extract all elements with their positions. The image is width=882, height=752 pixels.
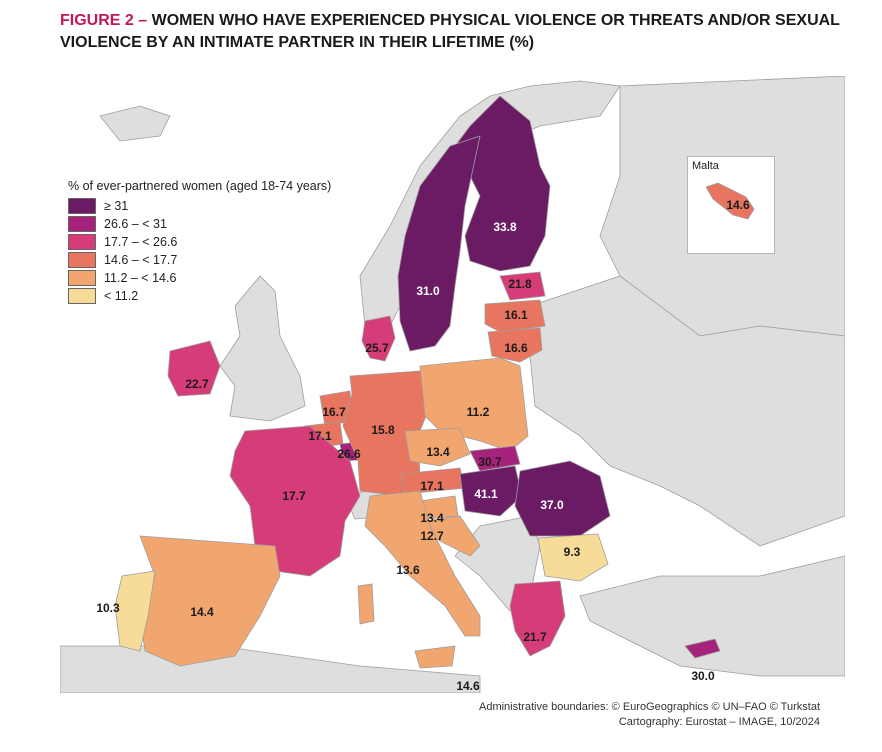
legend-label: 17.7 – < 26.6: [104, 235, 178, 249]
country-greece: [509, 580, 566, 657]
label-italy: 13.6: [396, 563, 420, 577]
label-latvia: 16.1: [504, 308, 528, 322]
country-france: [229, 425, 361, 577]
country-romania: [514, 460, 611, 537]
legend-swatch: [68, 288, 96, 304]
legend-swatch: [68, 216, 96, 232]
label-luxembourg: 26.6: [337, 447, 361, 461]
map-legend: % of ever-partnered women (aged 18-74 ye…: [68, 179, 368, 305]
legend-swatch: [68, 270, 96, 286]
map-canvas: 33.8 31.0 21.8 16.1 16.6 25.7 22.7 16.7 …: [60, 76, 845, 693]
legend-swatch: [68, 234, 96, 250]
legend-title: % of ever-partnered women (aged 18-74 ye…: [68, 179, 332, 193]
country-estonia: [499, 271, 546, 301]
legend-item: < 11.2: [68, 287, 368, 305]
country-lithuania: [487, 327, 543, 363]
legend-label: ≥ 31: [104, 199, 129, 213]
label-lithuania: 16.6: [504, 341, 528, 355]
label-sweden: 31.0: [416, 284, 440, 298]
label-slovakia: 30.7: [478, 455, 502, 469]
label-portugal: 10.3: [96, 601, 120, 615]
country-portugal: [114, 570, 156, 652]
credits: Administrative boundaries: © EuroGeograp…: [479, 700, 820, 730]
credits-boundaries: Administrative boundaries: © EuroGeograp…: [478, 701, 820, 713]
label-malta-south: 14.6: [456, 679, 480, 693]
country-czechia: [404, 427, 471, 467]
country-spain: [139, 535, 281, 667]
legend-item: 11.2 – < 14.6: [68, 269, 368, 287]
legend-swatch: [68, 198, 96, 214]
malta-inset-map: 14.6: [705, 182, 755, 220]
country-italy: [364, 490, 481, 637]
figure-title-text: WOMEN WHO HAVE EXPERIENCED PHYSICAL VIOL…: [60, 12, 840, 51]
label-austria: 17.1: [420, 479, 444, 493]
figure-title: FIGURE 2 – WOMEN WHO HAVE EXPERIENCED PH…: [60, 10, 840, 54]
country-ireland: [167, 340, 221, 397]
non-eu-belarus-ukraine: [529, 275, 845, 547]
country-sicily: [414, 645, 456, 669]
legend-item: 26.6 – < 31: [68, 215, 368, 233]
legend-item: 14.6 – < 17.7: [68, 251, 368, 269]
label-hungary: 41.1: [474, 487, 498, 501]
legend-label: 14.6 – < 17.7: [104, 253, 178, 267]
label-cyprus: 30.0: [691, 669, 715, 683]
legend-label: 11.2 – < 14.6: [104, 271, 177, 285]
non-eu-uk: [219, 275, 306, 422]
country-denmark: [361, 315, 396, 362]
non-eu-turkey: [579, 555, 845, 677]
label-greece: 21.7: [523, 630, 547, 644]
non-eu-iceland: [99, 105, 171, 142]
country-sweden: [397, 135, 481, 352]
legend-swatch: [68, 252, 96, 268]
country-bulgaria: [537, 533, 609, 582]
country-hungary: [459, 465, 523, 517]
label-czechia: 13.4: [426, 445, 450, 459]
label-ireland: 22.7: [185, 377, 209, 391]
choropleth-map: 33.8 31.0 21.8 16.1 16.6 25.7 22.7 16.7 …: [60, 76, 845, 693]
inset-label: Malta: [692, 160, 719, 172]
value-labels: 33.8 31.0 21.8 16.1 16.6 25.7 22.7 16.7 …: [96, 220, 715, 693]
label-croatia: 12.7: [420, 529, 444, 543]
country-malta: [705, 182, 755, 220]
label-spain: 14.4: [190, 605, 214, 619]
legend-item: ≥ 31: [68, 197, 368, 215]
label-france: 17.7: [282, 489, 306, 503]
label-germany: 15.8: [371, 423, 395, 437]
credits-cartography: Cartography: Eurostat – IMAGE, 10/2024: [618, 716, 820, 728]
figure-number: FIGURE 2 –: [60, 12, 148, 29]
label-poland: 11.2: [467, 405, 490, 419]
legend-item: 17.7 – < 26.6: [68, 233, 368, 251]
label-netherlands: 16.7: [322, 405, 346, 419]
label-finland: 33.8: [493, 220, 517, 234]
country-sardinia: [357, 583, 375, 625]
label-denmark: 25.7: [365, 341, 389, 355]
label-bulgaria: 9.3: [564, 545, 581, 559]
label-estonia: 21.8: [508, 277, 532, 291]
label-slovenia: 13.4: [420, 511, 444, 525]
malta-inset: Malta 14.6: [687, 156, 775, 254]
label-romania: 37.0: [540, 498, 564, 512]
label-belgium: 17.1: [308, 429, 332, 443]
country-slovakia: [469, 445, 521, 472]
legend-label: 26.6 – < 31: [104, 217, 167, 231]
label-malta: 14.6: [726, 198, 750, 212]
legend-label: < 11.2: [104, 289, 139, 303]
country-cyprus: [684, 638, 721, 659]
